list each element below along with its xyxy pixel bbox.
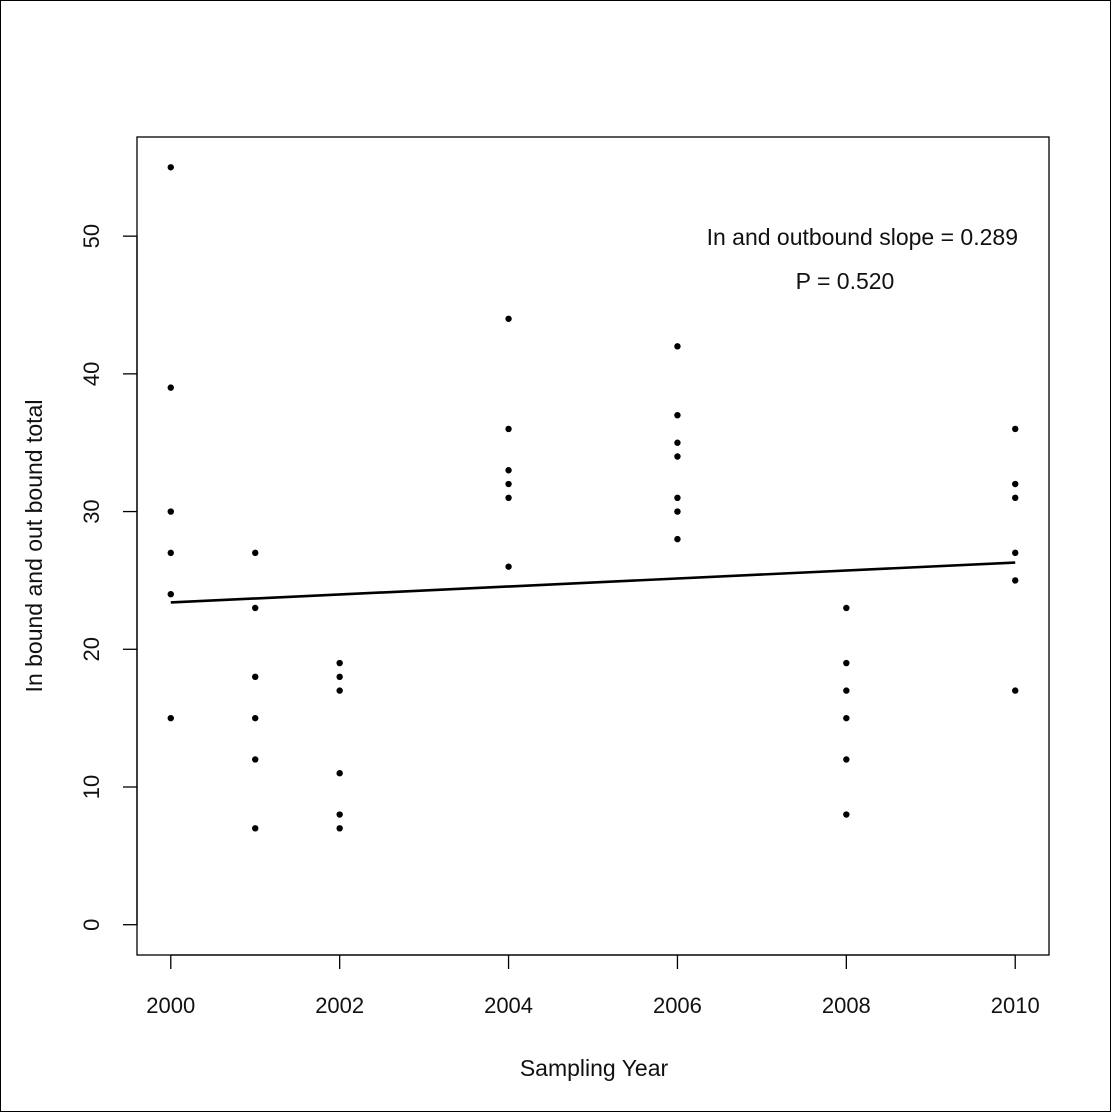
- data-point: [252, 825, 259, 832]
- data-point: [843, 687, 850, 694]
- data-point: [252, 756, 259, 763]
- plot-box: [136, 136, 1050, 956]
- data-point: [167, 164, 174, 171]
- data-point: [252, 673, 259, 681]
- data-point: [252, 714, 259, 722]
- data-point: [336, 811, 343, 818]
- y-tick-label: 30: [79, 499, 104, 523]
- data-point: [1012, 425, 1019, 433]
- data-point: [336, 825, 343, 832]
- data-point: [505, 494, 512, 502]
- data-point: [843, 604, 850, 612]
- x-axis-title: Sampling Year: [520, 1055, 669, 1081]
- data-point: [336, 659, 343, 667]
- data-point: [505, 480, 512, 488]
- data-point: [843, 659, 850, 667]
- y-tick-label: 50: [79, 224, 104, 248]
- data-point: [1012, 494, 1019, 502]
- data-point: [336, 673, 343, 681]
- y-tick-label: 0: [79, 919, 104, 931]
- data-point: [252, 604, 259, 612]
- data-point: [505, 315, 512, 322]
- y-tick-label: 40: [79, 362, 104, 386]
- data-point: [674, 508, 681, 515]
- data-point: [167, 590, 174, 598]
- data-point: [1012, 687, 1019, 694]
- data-point: [843, 714, 850, 722]
- data-point: [252, 549, 259, 557]
- x-tick-label: 2006: [653, 993, 702, 1018]
- data-points: [167, 164, 1019, 832]
- data-point: [1012, 549, 1019, 557]
- data-point: [674, 343, 681, 350]
- data-point: [336, 687, 343, 694]
- x-tick-label: 2008: [822, 993, 871, 1018]
- data-point: [1012, 577, 1019, 584]
- data-point: [843, 811, 850, 818]
- data-point: [505, 467, 512, 474]
- data-point: [674, 411, 681, 419]
- x-tick-label: 2010: [991, 993, 1040, 1018]
- data-point: [674, 494, 681, 502]
- annotation-p-value: P = 0.520: [796, 268, 895, 294]
- data-point: [167, 508, 174, 515]
- data-point: [167, 714, 174, 722]
- x-tick-label: 2000: [146, 993, 195, 1018]
- y-tick-label: 10: [79, 775, 104, 799]
- data-point: [843, 756, 850, 763]
- data-point: [505, 425, 512, 433]
- data-point: [674, 453, 681, 460]
- x-tick-label: 2002: [315, 993, 364, 1018]
- x-axis: 2000 2002 2004 2006 2008 2010: [146, 954, 1040, 1018]
- data-point: [167, 549, 174, 557]
- data-point: [505, 563, 512, 570]
- data-point: [674, 439, 681, 446]
- data-point: [336, 770, 343, 777]
- x-tick-label: 2004: [484, 993, 533, 1018]
- trendline-group: [170, 561, 1016, 604]
- data-point: [167, 384, 174, 391]
- trendline: [170, 561, 1016, 604]
- data-point: [674, 535, 681, 543]
- annotation-slope: In and outbound slope = 0.289: [707, 224, 1018, 250]
- y-axis: 0 10 20 30 40 50: [79, 224, 138, 931]
- y-axis-title: In bound and out bound total: [21, 400, 47, 693]
- data-point: [1012, 480, 1019, 488]
- y-tick-label: 20: [79, 637, 104, 661]
